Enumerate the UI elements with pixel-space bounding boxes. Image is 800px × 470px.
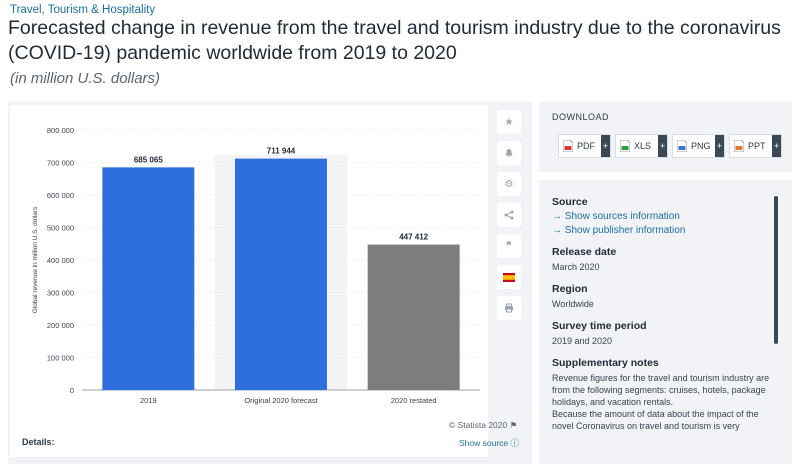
info-panel: Source → Show sources information → Show… — [539, 180, 792, 464]
x-tick-label: 2019 — [140, 396, 157, 405]
star-icon[interactable]: ★ — [497, 110, 521, 134]
y-tick-label: 300 000 — [47, 289, 74, 298]
y-tick-label: 800 000 — [47, 126, 74, 135]
ppt-file-icon — [734, 140, 744, 152]
xls-file-icon — [620, 140, 630, 152]
show-publisher-link[interactable]: → Show publisher information — [552, 225, 686, 236]
data-label: 711 944 — [267, 147, 296, 156]
y-tick-label: 200 000 — [47, 321, 74, 330]
x-tick-label: 2020 restated — [391, 396, 437, 405]
data-label: 447 412 — [399, 233, 428, 242]
bar — [367, 244, 460, 390]
bar — [102, 167, 195, 390]
y-tick-label: 500 000 — [47, 224, 74, 233]
x-tick-label: Original 2020 forecast — [244, 396, 318, 405]
data-label: 685 065 — [134, 155, 163, 164]
chart-card: 0 100 000 200 000 300 000 400 000 500 000 600 … — [10, 105, 488, 457]
info-icon: ⓘ — [510, 438, 520, 448]
show-source-link[interactable]: Show source ⓘ — [459, 438, 520, 448]
download-png-button[interactable]: PNG + — [672, 134, 725, 158]
bar — [235, 158, 327, 390]
supplementary-notes-text-2: Because the amount of data about the imp… — [552, 409, 759, 431]
flag-es-icon[interactable] — [497, 265, 521, 289]
supplementary-notes-text: Revenue figures for the travel and touri… — [552, 373, 770, 407]
region-heading: Region — [552, 283, 588, 295]
xls-label: XLS — [634, 141, 652, 151]
release-date-heading: Release date — [552, 246, 617, 258]
y-tick-label: 0 — [70, 386, 74, 395]
y-axis-title: Global revenue in million U.S. dollars — [32, 206, 39, 313]
print-icon[interactable] — [497, 296, 521, 320]
show-sources-link[interactable]: → Show sources information — [552, 211, 680, 222]
png-file-icon — [677, 140, 687, 152]
info-scrollbar[interactable] — [774, 196, 778, 344]
pdf-file-icon — [563, 140, 573, 152]
download-pdf-button[interactable]: PDF + — [558, 134, 611, 158]
pdf-label: PDF — [577, 141, 595, 151]
download-title: DOWNLOAD — [552, 112, 610, 122]
y-tick-label: 700 000 — [47, 159, 74, 168]
chart-toolbar: ★ ⚙ ❞ — [497, 110, 521, 327]
region-value: Worldwide — [552, 299, 594, 309]
details-label: Details: — [22, 437, 55, 447]
survey-period-value: 2019 and 2020 — [552, 336, 613, 346]
source-heading: Source — [552, 196, 588, 208]
survey-period-heading: Survey time period — [552, 320, 647, 332]
download-ppt-button[interactable]: PPT + — [729, 134, 782, 158]
bell-icon[interactable] — [497, 141, 521, 165]
y-tick-label: 100 000 — [47, 354, 74, 363]
y-tick-label: 400 000 — [47, 256, 74, 265]
y-tick-label: 600 000 — [47, 191, 74, 200]
gear-icon[interactable]: ⚙ — [497, 172, 521, 196]
plus-icon: + — [601, 135, 610, 157]
release-date-value: March 2020 — [552, 262, 600, 272]
statista-credit: © Statista 2020 ⚑ — [449, 420, 518, 430]
breadcrumb-category[interactable]: Travel, Tourism & Hospitality — [10, 4, 156, 16]
share-icon[interactable] — [497, 203, 521, 227]
quote-icon[interactable]: ❞ — [497, 234, 521, 258]
ppt-label: PPT — [748, 141, 766, 151]
download-panel: DOWNLOAD PDF + XLS + PNG + PPT + — [539, 102, 792, 172]
page-subtitle: (in million U.S. dollars) — [10, 70, 161, 87]
flag-icon: ⚑ — [509, 420, 518, 430]
png-label: PNG — [691, 141, 711, 151]
supplementary-notes-heading: Supplementary notes — [552, 357, 659, 369]
plus-icon: + — [715, 135, 724, 157]
plus-icon: + — [772, 135, 781, 157]
download-xls-button[interactable]: XLS + — [615, 134, 668, 158]
bar-chart: 0 100 000 200 000 300 000 400 000 500 000 600 … — [32, 126, 480, 405]
plus-icon: + — [658, 135, 667, 157]
page-title: Forecasted change in revenue from the tr… — [8, 17, 781, 64]
